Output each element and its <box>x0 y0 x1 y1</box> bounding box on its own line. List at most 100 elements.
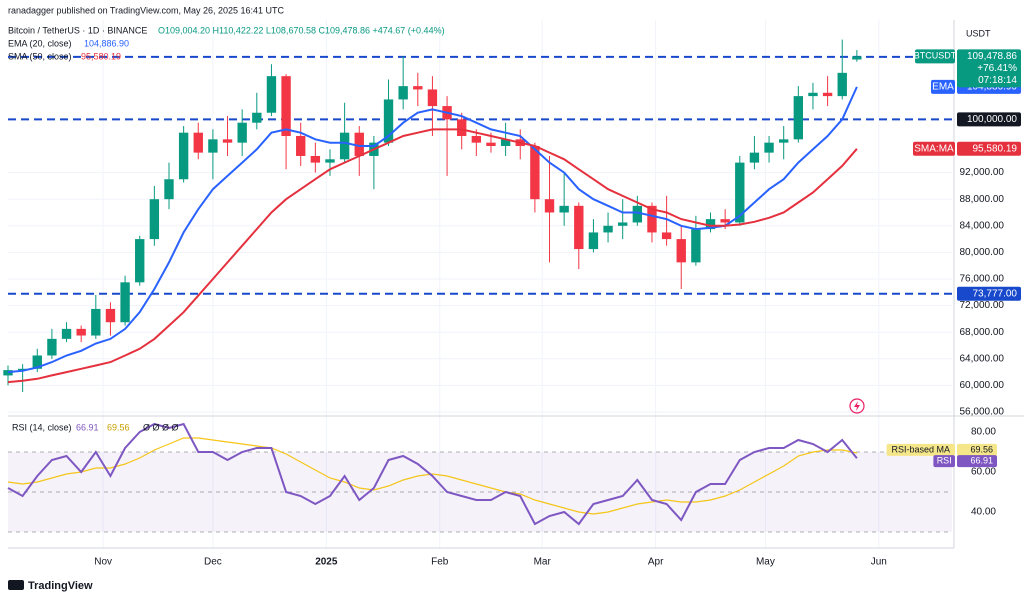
candle-body <box>310 155 321 163</box>
candle-body <box>603 225 613 233</box>
candle-body <box>61 328 72 339</box>
footer-brand: TradingView <box>28 580 93 592</box>
change-label: +76.41% <box>977 63 1017 74</box>
x-tick-label: Feb <box>431 557 449 568</box>
rsi-tick-label: 40.00 <box>971 507 996 518</box>
candle-body <box>808 92 818 97</box>
x-tick-label: Dec <box>204 557 222 568</box>
line-series <box>7 128 858 384</box>
y-tick-label: 88,000.00 <box>960 194 1005 205</box>
candle-body <box>178 132 189 180</box>
x-tick-label: Apr <box>648 557 664 568</box>
candle-body <box>647 205 657 233</box>
rsi-name: RSI-based MA <box>892 444 951 454</box>
candle-body <box>398 86 408 100</box>
candle-body <box>281 76 291 137</box>
symbol-name: BTCUSDT <box>914 51 957 61</box>
price-label: 109,478.86 <box>967 51 1017 62</box>
rsi-value-box <box>957 455 997 468</box>
ma-name-box <box>913 141 955 156</box>
y-tick-label: 80,000.00 <box>960 247 1005 258</box>
y-tick-label: 84,000.00 <box>960 220 1005 231</box>
ma-name-box <box>931 79 955 94</box>
logo <box>8 580 24 590</box>
candle-body <box>735 162 745 223</box>
rsi-name: RSI <box>937 456 952 466</box>
candle-body <box>339 132 350 160</box>
candle-body <box>779 139 789 143</box>
x-tick-label: Nov <box>94 557 112 568</box>
candle-body <box>427 89 438 107</box>
candle-body <box>413 86 423 90</box>
x-tick-label: 2025 <box>315 557 338 568</box>
y-tick-label: 56,000.00 <box>960 407 1005 418</box>
candle-body <box>17 368 28 371</box>
level-label-box <box>957 112 1021 127</box>
candle-body <box>559 205 569 213</box>
candle-body <box>764 142 774 153</box>
candle-body <box>500 139 511 146</box>
candle-body <box>457 119 467 137</box>
candle-body <box>618 222 628 226</box>
candle-body <box>105 308 116 323</box>
candle-body <box>837 72 847 97</box>
rsi-value: 69.56 <box>970 444 993 454</box>
x-tick-label: Jun <box>871 557 887 568</box>
candle-body <box>252 112 262 123</box>
ma-name: SMA:MA <box>914 143 954 154</box>
ma-value-box <box>957 141 1021 156</box>
candle-body <box>120 282 130 323</box>
rsi-ma-legend-value: 69.56 <box>107 422 130 432</box>
rsi-tick-label: 60.00 <box>971 467 996 478</box>
candle-body <box>91 308 101 336</box>
line-series <box>7 86 858 374</box>
rsi-legend: RSI (14, close) <box>12 422 72 432</box>
ema-legend-value: 104,886.90 <box>84 38 129 48</box>
rsi-name-box <box>933 455 955 468</box>
candle-body <box>691 229 701 263</box>
candle-body <box>164 179 174 200</box>
candle-body <box>222 139 233 143</box>
rsi-value-box <box>957 443 997 456</box>
candle-body <box>471 136 482 143</box>
rsi-tick-label: 80.00 <box>971 427 996 438</box>
candle-body <box>705 219 716 230</box>
candle-body <box>135 239 145 283</box>
candle-body <box>793 96 804 140</box>
candle-body <box>574 205 584 250</box>
alert-icon[interactable] <box>849 398 865 414</box>
symbol-box <box>915 49 955 64</box>
candle-body <box>325 159 335 163</box>
y-tick-label: 60,000.00 <box>960 380 1005 391</box>
candle-body <box>676 239 686 263</box>
candle-body <box>3 370 13 376</box>
sma-legend-value: 95,580.19 <box>81 51 121 61</box>
candle-body <box>544 199 555 213</box>
candle-body <box>822 92 833 97</box>
y-tick-label: 76,000.00 <box>960 274 1005 285</box>
price-box <box>957 49 1021 88</box>
line-series <box>7 422 858 526</box>
candle-body <box>193 132 203 153</box>
level-label-box <box>957 286 1021 301</box>
level-label: 100,000.00 <box>967 114 1017 125</box>
x-tick-label: Mar <box>534 557 552 568</box>
candle-body <box>749 152 760 163</box>
plot <box>3 20 952 548</box>
ema-legend: EMA (20, close) <box>8 38 72 48</box>
candle-body <box>588 232 599 250</box>
publisher: ranadagger published on TradingView.com,… <box>8 5 285 15</box>
ma-name: EMA <box>932 82 954 93</box>
y-tick-label: 64,000.00 <box>960 353 1005 364</box>
rsi-value: 66.91 <box>970 456 993 466</box>
symbol: Bitcoin / TetherUS · 1D · BINANCE <box>8 25 147 35</box>
candle-body <box>661 232 672 240</box>
candle-body <box>237 122 247 143</box>
candle-body <box>47 338 57 356</box>
candle-body <box>383 99 394 143</box>
candle-body <box>354 132 364 156</box>
candle-body <box>32 355 42 369</box>
rsi-legend-value: 66.91 <box>76 422 99 432</box>
